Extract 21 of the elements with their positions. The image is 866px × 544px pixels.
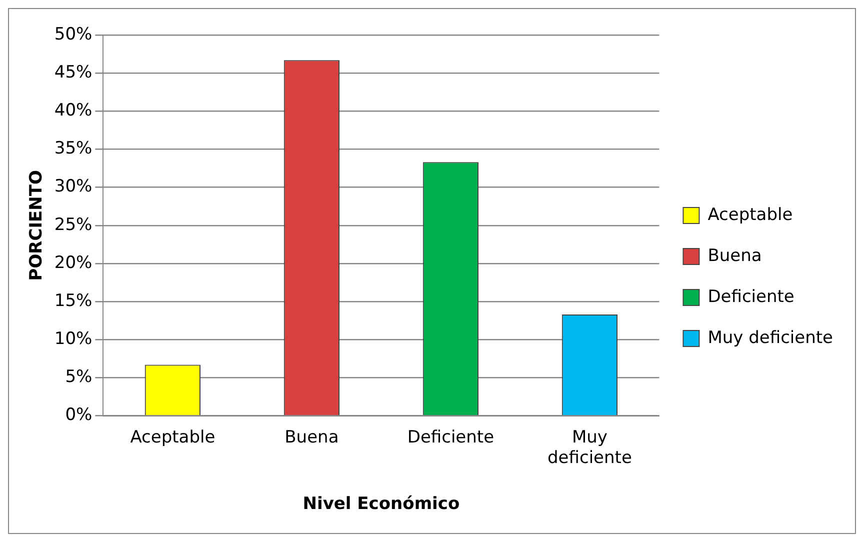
legend-label: Deficiente	[708, 286, 794, 307]
x-axis-title: Nivel Económico	[302, 494, 460, 514]
y-tick-label: 5%	[65, 367, 92, 388]
x-tick-label: Deficiente	[407, 427, 494, 448]
y-tick-label: 20%	[54, 252, 92, 273]
y-tick-label: 10%	[54, 329, 92, 350]
legend-label: Muy deficiente	[708, 328, 834, 348]
y-tick-label: 15%	[54, 290, 92, 311]
y-tick-label: 35%	[54, 138, 92, 159]
legend-label: Aceptable	[708, 204, 793, 225]
legend-label: Buena	[708, 246, 762, 266]
x-tick-label: Muy deficiente	[548, 427, 632, 468]
y-tick-label: 25%	[54, 214, 92, 235]
y-tick-label: 0%	[65, 405, 92, 426]
x-tick-label: Buena	[284, 427, 339, 448]
y-tick-label: 30%	[54, 176, 92, 197]
y-axis-title: PORCIENTO	[26, 170, 47, 281]
y-tick-label: 45%	[54, 62, 92, 82]
y-tick-label: 50%	[54, 24, 92, 44]
x-tick-label: Aceptable	[130, 427, 216, 448]
y-tick-label: 40%	[54, 100, 92, 121]
